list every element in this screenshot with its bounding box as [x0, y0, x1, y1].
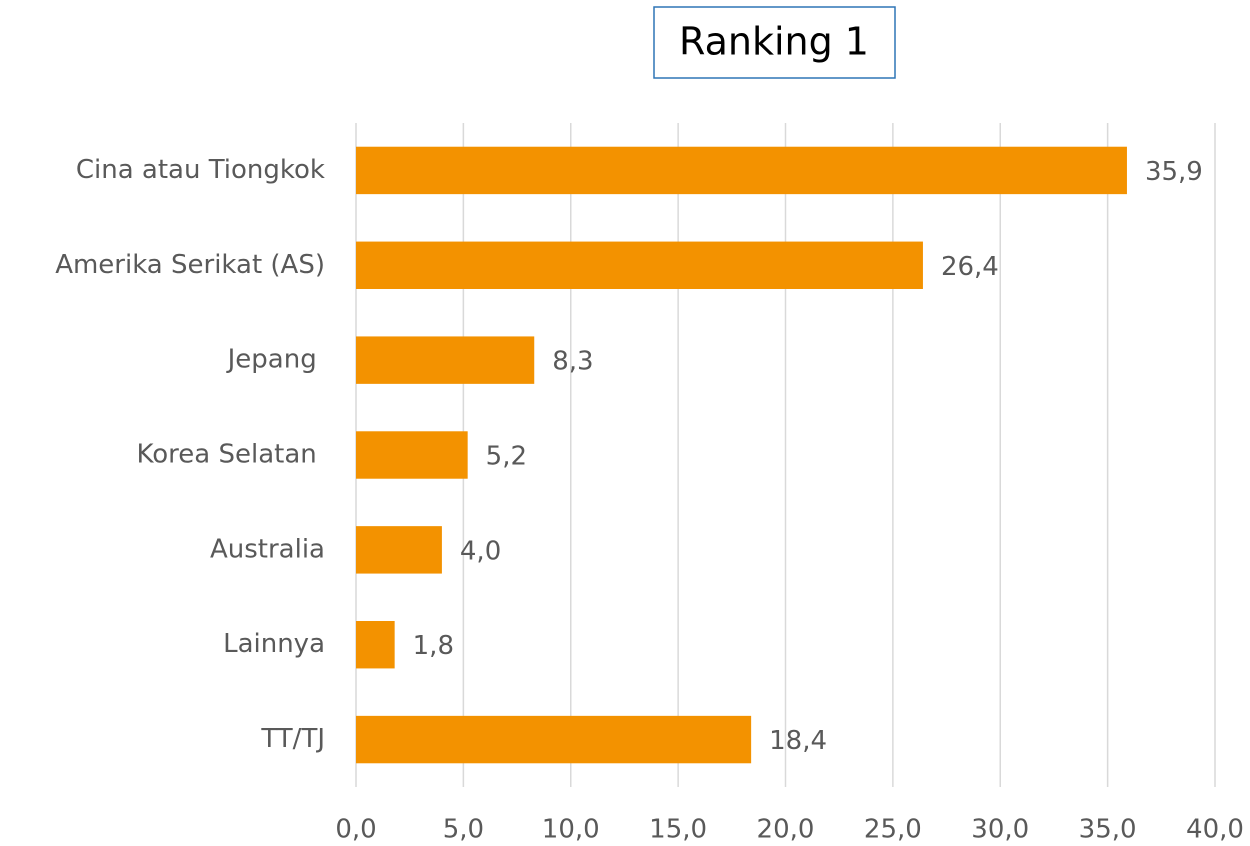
y-tick-label: TT/TJ [260, 724, 325, 754]
value-label: 8,3 [552, 347, 593, 377]
y-tick-label: Korea Selatan [137, 440, 326, 470]
title-box [653, 6, 896, 79]
bar [356, 241, 923, 289]
value-label: 1,8 [413, 631, 454, 661]
bar [356, 336, 535, 384]
value-label: 5,2 [486, 442, 527, 472]
chart-title: Ranking 1 [679, 20, 869, 64]
x-tick-label: 35,0 [1079, 815, 1137, 845]
bar [356, 526, 442, 574]
y-tick-label: Cina atau Tiongkok [76, 155, 325, 185]
x-tick-label: 20,0 [757, 815, 815, 845]
x-tick-label: 30,0 [971, 815, 1029, 845]
value-label: 35,9 [1145, 157, 1203, 187]
y-tick-label: Jepang [226, 345, 325, 375]
value-label: 18,4 [769, 726, 827, 756]
bar [356, 715, 752, 764]
x-tick-label: 10,0 [542, 815, 600, 845]
y-tick-label: Amerika Serikat (AS) [55, 250, 325, 280]
bar [356, 621, 395, 669]
y-tick-label: Lainnya [223, 629, 325, 659]
x-tick-label: 5,0 [443, 815, 484, 845]
x-tick-label: 25,0 [864, 815, 922, 845]
x-tick-label: 0,0 [335, 815, 376, 845]
x-tick-label: 40,0 [1186, 815, 1244, 845]
bar [356, 146, 1127, 195]
value-label: 26,4 [941, 252, 999, 282]
x-tick-label: 15,0 [649, 815, 707, 845]
y-tick-label: Australia [210, 534, 325, 564]
bar [356, 431, 468, 479]
value-label: 4,0 [460, 536, 501, 566]
